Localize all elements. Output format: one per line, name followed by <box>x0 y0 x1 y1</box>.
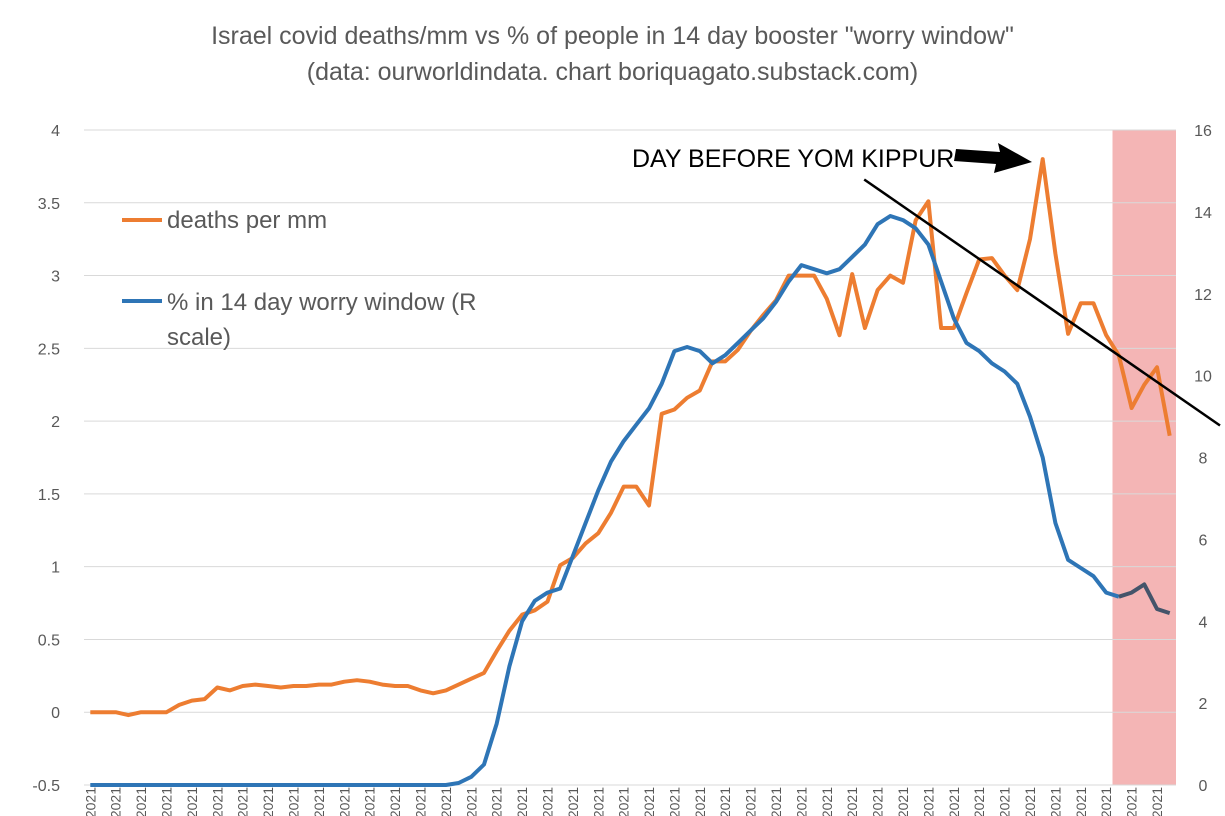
left-y-tick-label: 3.5 <box>38 196 60 213</box>
x-tick-label: 9/7/2021 <box>946 787 962 816</box>
x-tick-label: 7/21/2021 <box>336 787 352 816</box>
gridlines <box>84 129 1176 786</box>
x-tick-label: 7/19/2021 <box>311 787 327 816</box>
x-tick-label: 9/17/2021 <box>1073 787 1089 816</box>
shaded-region <box>1112 130 1176 785</box>
x-tick-label: 8/12/2021 <box>616 787 632 816</box>
left-y-tick-label: 2.5 <box>38 341 60 358</box>
left-y-tick-label: 1.5 <box>38 487 60 504</box>
left-y-tick-label: 0 <box>51 705 60 722</box>
left-y-tick-label: -0.5 <box>32 778 60 795</box>
x-tick-label: 8/26/2021 <box>793 787 809 816</box>
right-y-tick-label: 8 <box>1199 451 1208 468</box>
annotation-label: DAY BEFORE YOM KIPPUR <box>632 145 954 173</box>
trendline-layer <box>863 178 1221 427</box>
x-tick-label: 9/5/2021 <box>920 787 936 816</box>
series-layer <box>90 157 1172 787</box>
annotation-arrow <box>954 143 1032 173</box>
right-y-tick-label: 4 <box>1199 614 1208 631</box>
chart-title-line-2: (data: ourworldindata. chart boriquagato… <box>306 58 919 86</box>
x-tick-label: 7/23/2021 <box>362 787 378 816</box>
left-y-tick-label: 4 <box>51 123 60 140</box>
right-y-tick-label: 0 <box>1199 778 1208 795</box>
right-y-tick-label: 16 <box>1194 123 1212 140</box>
left-y-tick-label: 1 <box>51 560 60 577</box>
right-y-tick-label: 12 <box>1194 287 1212 304</box>
legend-label-worry-line-2: scale) <box>167 324 231 351</box>
series-line <box>90 214 1120 787</box>
legend: deaths per mm % in 14 day worry window (… <box>122 207 476 351</box>
x-tick-label: 7/7/2021 <box>159 787 175 816</box>
right-y-tick-label: 10 <box>1194 369 1212 386</box>
right-y-tick-label: 14 <box>1194 205 1212 222</box>
x-tick-label: 7/3/2021 <box>108 787 124 816</box>
right-y-tick-label: 6 <box>1199 532 1208 549</box>
x-tick-label: 7/15/2021 <box>260 787 276 816</box>
x-tick-label: 9/21/2021 <box>1124 787 1140 816</box>
chart-title-line-1: Israel covid deaths/mm vs % of people in… <box>211 22 1014 50</box>
x-tick-label: 9/13/2021 <box>1022 787 1038 816</box>
left-y-tick-label: 2 <box>51 414 60 431</box>
x-tick-label: 8/24/2021 <box>768 787 784 816</box>
left-y-axis: -0.5 0 0.5 1 1.5 2 2.5 3 3.5 4 <box>32 123 60 795</box>
x-tick-label: 8/30/2021 <box>844 787 860 816</box>
x-tick-label: 9/15/2021 <box>1047 787 1063 816</box>
left-y-tick-label: 3 <box>51 269 60 286</box>
shaded-region-layer <box>1112 130 1176 785</box>
x-tick-label: 8/2/2021 <box>489 787 505 816</box>
legend-label-worry-line-1: % in 14 day worry window (R <box>167 289 476 316</box>
x-tick-label: 7/31/2021 <box>463 787 479 816</box>
x-tick-label: 8/4/2021 <box>514 787 530 816</box>
trendline <box>863 178 1221 427</box>
x-tick-label: 7/5/2021 <box>133 787 149 816</box>
x-tick-label: 9/11/2021 <box>997 787 1013 816</box>
left-y-tick-label: 0.5 <box>38 632 60 649</box>
annotation: DAY BEFORE YOM KIPPUR <box>632 143 1032 173</box>
series-deaths-per-mm <box>90 157 1172 718</box>
x-tick-label: 8/8/2021 <box>565 787 581 816</box>
x-tick-label: 9/19/2021 <box>1098 787 1114 816</box>
series-line <box>90 157 1172 718</box>
x-tick-label: 9/9/2021 <box>971 787 987 816</box>
x-tick-label: 8/6/2021 <box>539 787 555 816</box>
x-tick-label: 9/23/2021 <box>1149 787 1165 816</box>
x-tick-label: 7/11/2021 <box>209 787 225 816</box>
right-y-tick-label: 2 <box>1199 696 1208 713</box>
x-tick-label: 8/18/2021 <box>692 787 708 816</box>
x-tick-label: 7/25/2021 <box>387 787 403 816</box>
x-tick-label: 7/27/2021 <box>412 787 428 816</box>
x-tick-label: 7/29/2021 <box>438 787 454 816</box>
x-tick-label: 9/3/2021 <box>895 787 911 816</box>
x-tick-label: 7/9/2021 <box>184 787 200 816</box>
x-tick-label: 8/20/2021 <box>717 787 733 816</box>
x-axis: 7/1/2021 7/3/2021 7/5/2021 7/7/2021 7/9/2021… <box>82 787 1165 816</box>
legend-label-deaths: deaths per mm <box>167 207 327 234</box>
x-tick-label: 7/13/2021 <box>235 787 251 816</box>
x-tick-label: 8/16/2021 <box>666 787 682 816</box>
x-tick-label: 8/22/2021 <box>743 787 759 816</box>
right-y-axis: 0 2 4 6 8 10 12 14 16 <box>1194 123 1212 795</box>
x-tick-label: 7/17/2021 <box>286 787 302 816</box>
x-tick-label: 7/1/2021 <box>82 787 98 816</box>
x-tick-label: 8/10/2021 <box>590 787 606 816</box>
x-tick-label: 8/14/2021 <box>641 787 657 816</box>
x-tick-label: 9/1/2021 <box>870 787 886 816</box>
x-tick-label: 8/28/2021 <box>819 787 835 816</box>
series-worry-window <box>90 214 1171 787</box>
